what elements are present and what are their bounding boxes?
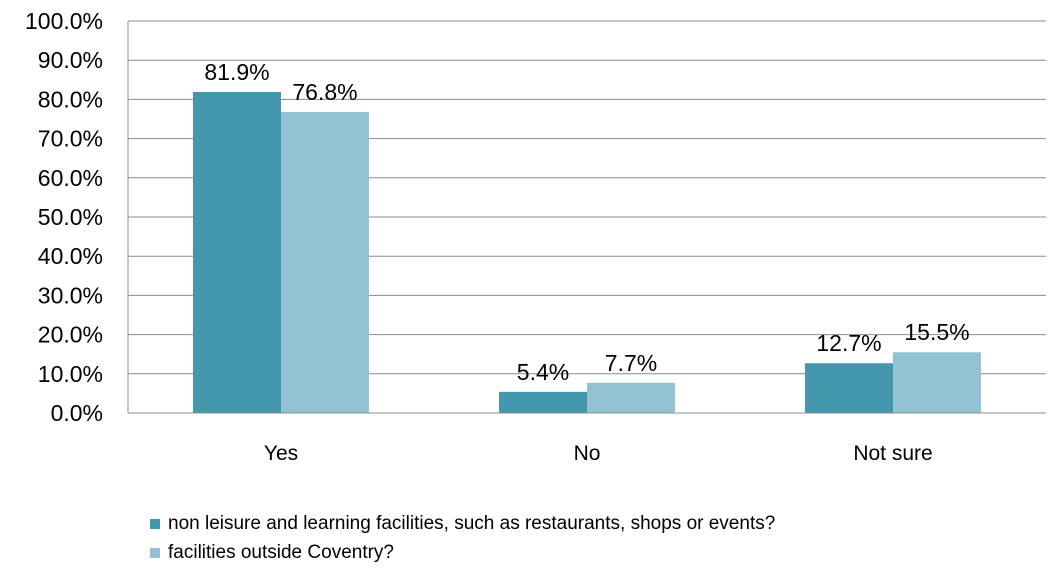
y-tick-label: 0.0% [51,400,103,426]
data-label: 7.7% [605,350,657,376]
legend-label-series-2: facilities outside Coventry? [168,541,394,563]
legend: non leisure and learning facilities, suc… [150,509,775,567]
legend-swatch-series-1 [150,518,160,529]
x-tick-label: No [574,442,601,465]
y-tick-label: 40.0% [38,243,103,269]
bar [893,352,981,413]
legend-item-series-2: facilities outside Coventry? [150,538,775,567]
y-tick-label: 100.0% [25,8,103,34]
data-label: 81.9% [204,59,269,85]
y-tick-label: 80.0% [38,86,103,112]
bar [499,391,587,413]
data-label: 15.5% [904,319,969,345]
data-label: 12.7% [816,330,881,356]
bar [587,382,675,413]
y-tick-label: 30.0% [38,282,103,308]
data-labels: 81.9% 76.8% 5.4% 7.7% 12.7% 15.5% [204,59,969,385]
legend-item-series-1: non leisure and learning facilities, suc… [150,509,775,538]
x-tick-label: Yes [264,442,298,465]
legend-label-series-1: non leisure and learning facilities, suc… [168,512,776,534]
data-label: 76.8% [292,79,357,105]
bar [805,363,893,413]
y-tick-label: 60.0% [38,165,103,191]
x-tick-label: Not sure [853,442,932,465]
y-tick-label: 50.0% [38,204,103,230]
bars [193,91,981,414]
y-tick-label: 90.0% [38,47,103,73]
legend-swatch-series-2 [150,547,160,558]
bar [281,111,369,413]
y-tick-label: 70.0% [38,126,103,152]
y-tick-label: 20.0% [38,322,103,348]
bar [193,91,281,414]
y-axis: 0.0% 10.0% 20.0% 30.0% 40.0% 50.0% 60.0% 70.0% 8… [25,8,129,426]
data-label: 5.4% [517,359,569,385]
y-tick-label: 10.0% [38,361,103,387]
x-axis: Yes No Not sure [128,412,1046,465]
